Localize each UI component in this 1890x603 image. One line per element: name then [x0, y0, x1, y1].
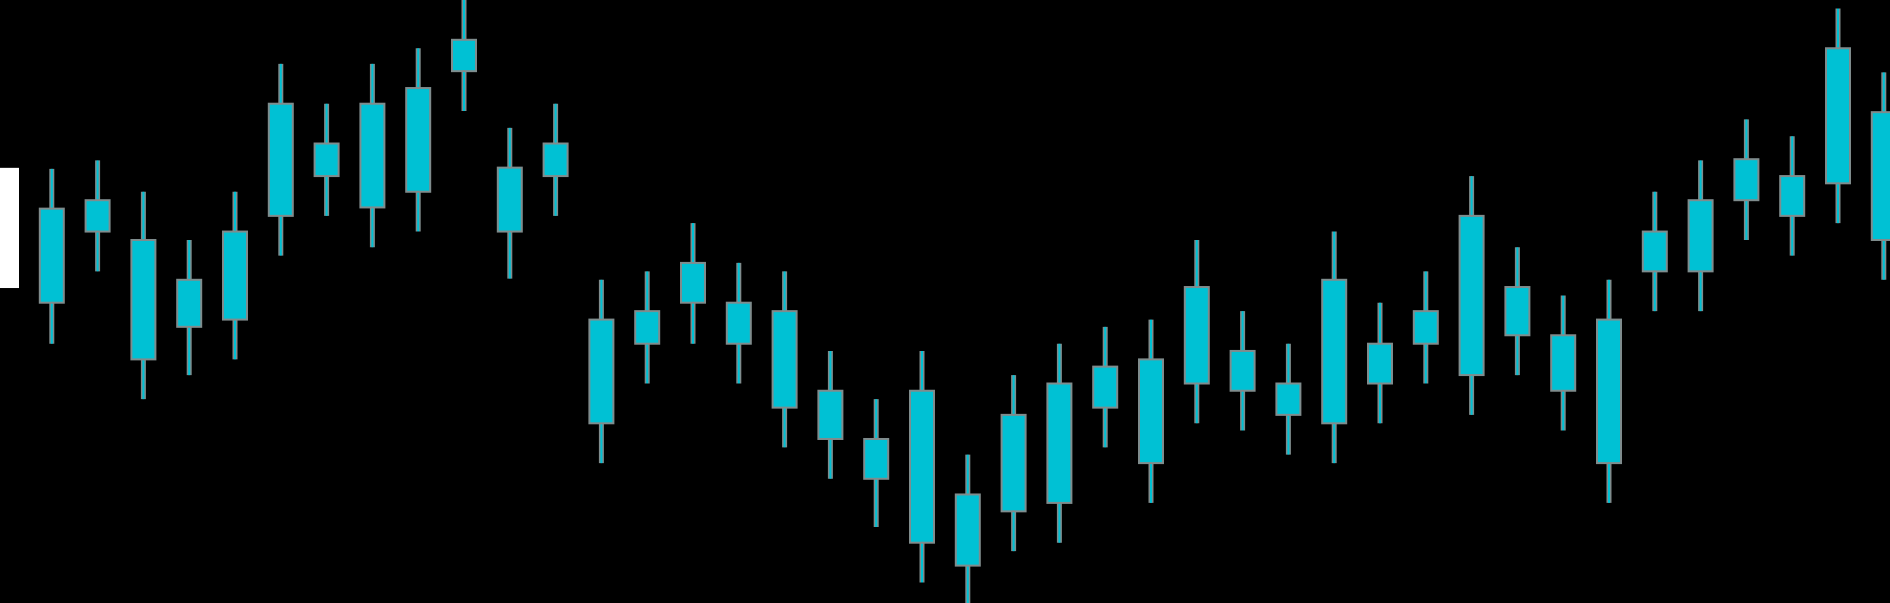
candle-body — [771, 310, 798, 409]
candle-body — [1458, 214, 1485, 377]
candle-body — [359, 102, 386, 209]
candle-body — [222, 230, 248, 321]
candle-body — [1321, 278, 1348, 425]
candle-body — [1046, 382, 1073, 504]
candle-body — [313, 142, 340, 178]
candle-body — [38, 207, 65, 304]
candle-body — [1870, 111, 1890, 241]
candle-body — [0, 167, 19, 289]
candle-body — [267, 102, 294, 217]
candle-body — [863, 437, 890, 480]
candle-body — [1550, 334, 1577, 392]
candle-body — [84, 199, 111, 233]
candle-body — [1733, 158, 1760, 202]
candle-body — [1367, 342, 1393, 385]
candle-body — [1138, 358, 1164, 465]
candle-body — [1092, 365, 1119, 409]
candle-body — [1825, 47, 1851, 185]
candle-body — [588, 318, 615, 425]
candle-body — [1183, 286, 1210, 385]
candle-body — [1687, 199, 1714, 273]
candle-body — [542, 142, 569, 178]
candle-body — [725, 301, 752, 345]
candle-body — [130, 238, 157, 361]
candle-body — [954, 493, 981, 567]
candle-body — [496, 166, 523, 233]
candle-body — [1229, 349, 1256, 392]
candle-body — [634, 310, 661, 345]
candle-body — [817, 389, 844, 440]
candle-body — [1275, 382, 1302, 416]
candle-body — [451, 38, 477, 73]
candle-body — [1000, 413, 1027, 513]
candle-body — [176, 278, 203, 328]
candle-body — [1779, 175, 1806, 217]
candle-body — [1641, 230, 1668, 273]
candle-body — [1596, 318, 1622, 465]
candle-body — [680, 261, 706, 304]
candle-body — [405, 87, 432, 193]
candle-body — [909, 389, 935, 544]
candle-body — [1412, 310, 1439, 345]
candle-body — [1504, 286, 1531, 337]
